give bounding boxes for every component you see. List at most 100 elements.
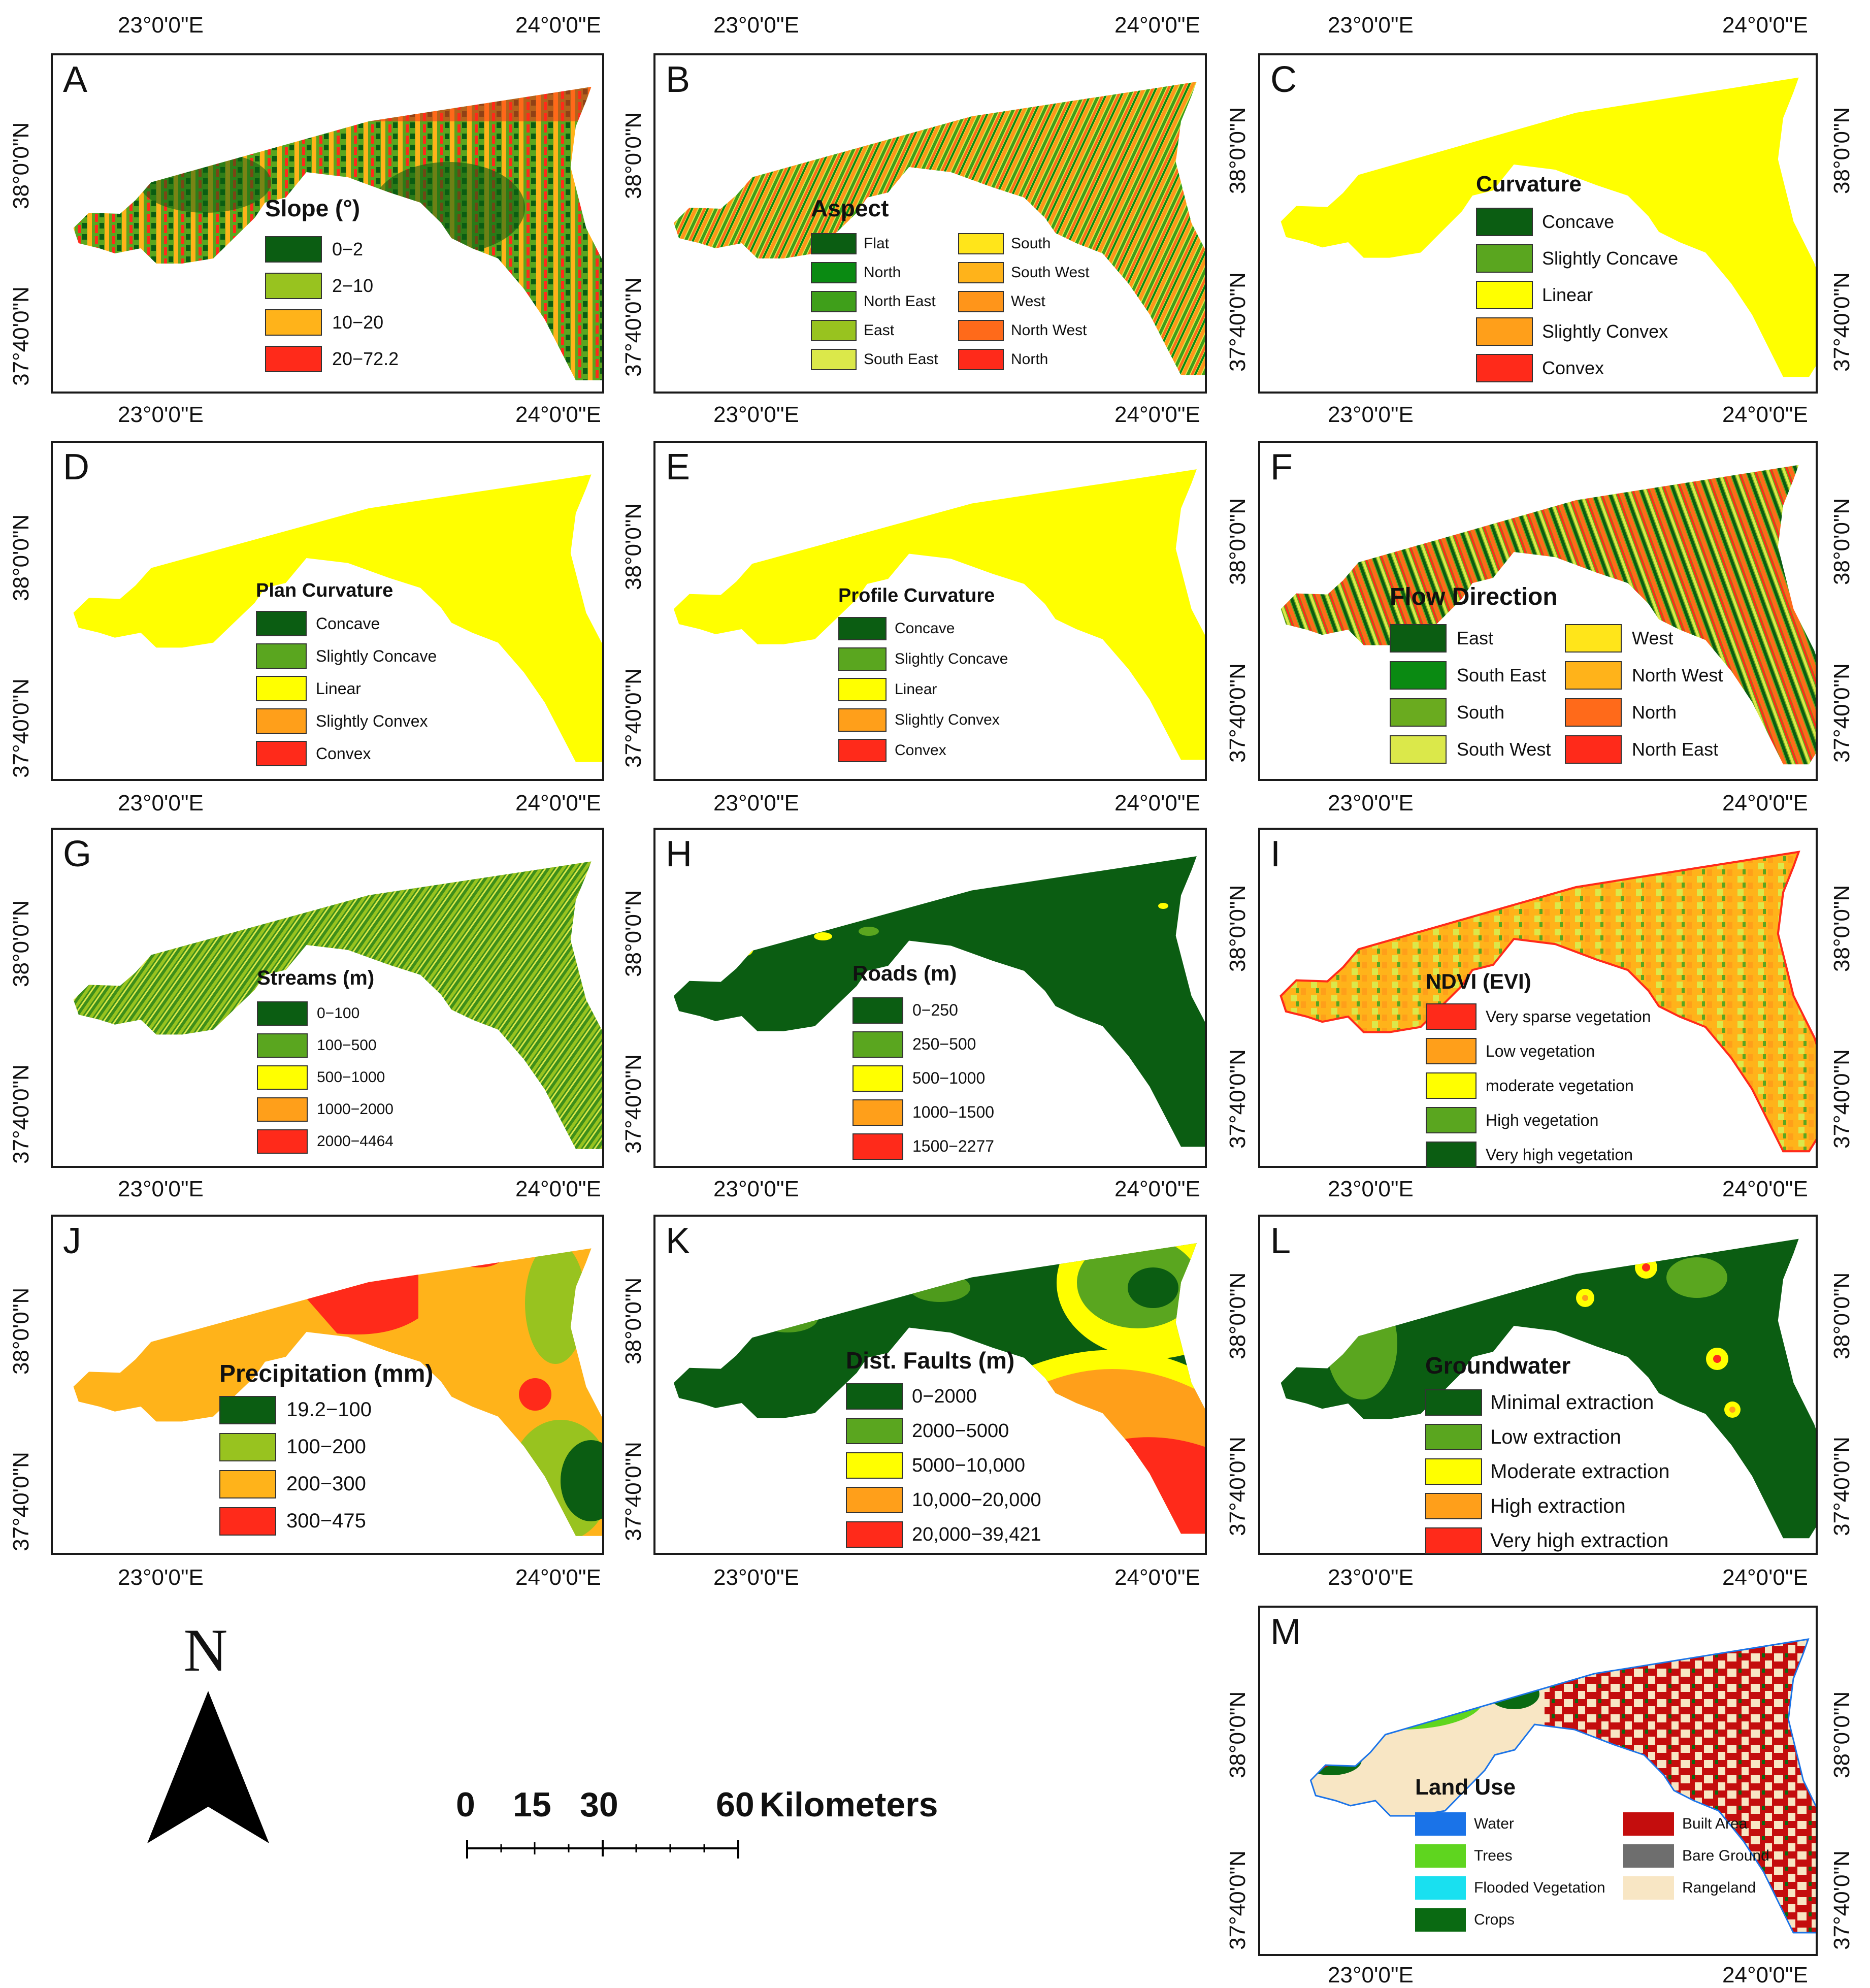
distance-faults-map [673,1243,1205,1534]
lat-label: 38°0'0"N [1225,1272,1250,1359]
map-panel-f: F Flow Direction East South East South S… [1258,441,1818,781]
legend-swatch [1623,1812,1674,1836]
lon-label: 23°0'0"E [713,402,799,427]
scale-bar: 0 15 30 60 Kilometers [447,1787,1056,1864]
legend-label: Convex [895,742,946,759]
legend-swatch [219,1432,276,1461]
legend-item: 200−300 [219,1465,433,1503]
legend-swatch [1565,624,1622,653]
legend-item: 0−2 [265,231,399,268]
legend-item: South [1390,694,1565,731]
legend-label: 0−2 [332,239,364,259]
lon-label: 24°0'0"E [1722,1565,1808,1590]
lon-label: 23°0'0"E [713,791,799,816]
legend-swatch [1476,208,1533,236]
legend-title: NDVI (EVI) [1426,969,1531,993]
legend-label: East [1457,627,1494,648]
legend-swatch [1390,735,1447,764]
scale-tick-label: 15 [513,1785,551,1824]
legend-swatch [1623,1844,1674,1868]
legend: Precipitation (mm) 19.2−100 100−200 200−… [219,1362,433,1540]
legend-label: South West [1011,264,1090,281]
legend-swatch [1476,281,1533,309]
legend-swatch [1426,1107,1477,1133]
legend-label: Slightly Convex [1542,321,1668,342]
legend-label: Crops [1474,1911,1515,1928]
legend-label: 200−300 [286,1473,366,1495]
panel-label: E [666,447,691,487]
lat-label: 37°40'0"N [621,1054,646,1154]
legend-item: Concave [1476,204,1678,240]
lon-label: 23°0'0"E [1328,402,1414,427]
legend-label: North East [1632,738,1719,760]
legend-swatch [852,1031,903,1058]
legend-item: Very high extraction [1425,1523,1670,1558]
legend-label: North West [1011,321,1087,339]
lon-label: 24°0'0"E [1722,13,1808,38]
legend-item: Slightly Concave [838,644,1008,674]
legend-label: Bare Ground [1682,1847,1769,1864]
legend-label: Very high vegetation [1486,1145,1633,1164]
legend-title: Precipitation (mm) [219,1360,434,1387]
legend-title: Slope (°) [265,195,360,221]
legend-swatch [256,676,307,701]
legend-swatch [838,739,887,762]
legend-item: North [811,258,958,287]
legend-swatch [265,273,322,299]
legend-swatch [846,1487,903,1513]
lon-label: 24°0'0"E [1114,13,1200,38]
legend-item: Water [1415,1808,1623,1840]
legend-label: Very sparse vegetation [1486,1007,1651,1026]
legend-label: High vegetation [1486,1111,1599,1129]
legend-item: Slightly Convex [838,705,1008,735]
legend-label: Slightly Concave [316,646,437,665]
legend-item: 0−100 [257,997,393,1029]
legend-swatch [219,1507,276,1536]
panel-label: I [1270,834,1281,874]
lon-label: 23°0'0"E [118,791,204,816]
north-arrow: N [147,1620,269,1904]
map-panel-h: H Roads (m) 0−250 250−500 500−1000 1000−… [653,828,1207,1168]
legend-label: 20,000−39,421 [912,1523,1041,1545]
legend-item: Slightly Convex [1476,313,1678,350]
legend-label: North [864,264,901,281]
legend-swatch [265,236,322,263]
aspect-map [673,82,1205,375]
legend-label: Very high extraction [1490,1529,1669,1552]
panel-label: A [63,59,88,100]
legend-swatch [1415,1908,1466,1932]
legend-swatch [1476,244,1533,273]
lat-label: 38°0'0"N [9,1287,34,1375]
lon-label: 24°0'0"E [515,402,601,427]
lat-label: 38°0'0"N [1225,885,1250,972]
legend-item: 250−500 [852,1027,994,1061]
legend-label: Flooded Vegetation [1474,1879,1605,1896]
lat-label: 38°0'0"N [621,112,646,199]
legend-label: Moderate extraction [1490,1460,1670,1483]
legend-swatch [1476,354,1533,382]
lat-label: 37°40'0"N [1829,1850,1854,1950]
map-panel-l: L Groundwater Minimal extraction Low ext… [1258,1215,1818,1555]
legend-item: 1500−2277 [852,1129,994,1163]
legend-label: North [1011,350,1048,368]
legend-label: Linear [1542,284,1593,305]
panel-label: L [1270,1221,1291,1261]
legend-swatch [852,1065,903,1092]
map-panel-k: K Dist. Faults (m) 0−2000 2000−5000 5000… [653,1215,1207,1555]
legend-swatch [1425,1424,1482,1450]
lon-label: 23°0'0"E [713,13,799,38]
legend-swatch [219,1395,276,1424]
legend-swatch [1426,1003,1477,1030]
legend-item: Convex [838,735,1008,766]
legend-label: Convex [316,744,371,763]
lat-label: 38°0'0"N [1829,1272,1854,1359]
legend-swatch [1623,1876,1674,1900]
legend-title: Land Use [1415,1775,1516,1800]
legend-item: West [958,287,1110,316]
legend-item: North East [1565,731,1732,768]
legend-swatch [846,1418,903,1444]
legend-item: 20−72.2 [265,341,399,377]
legend-swatch [1565,698,1622,727]
legend-item: Convex [1476,350,1678,386]
legend-swatch [811,262,857,283]
